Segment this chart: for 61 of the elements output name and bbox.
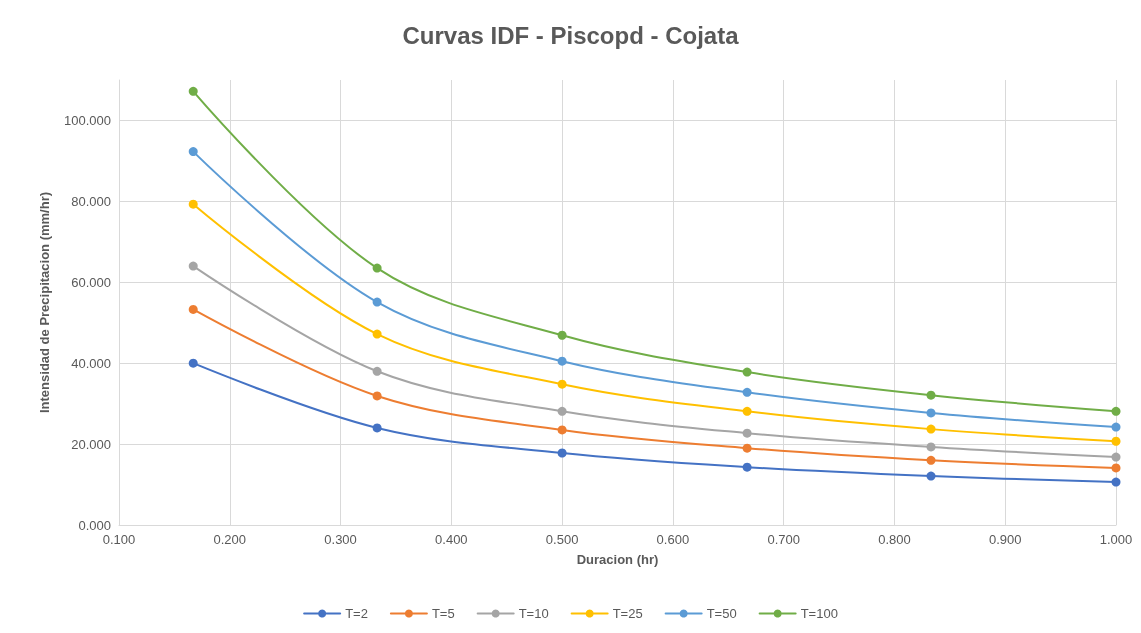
x-tick-label: 0.600 — [656, 532, 690, 547]
point — [372, 366, 382, 376]
legend-label: T=25 — [612, 606, 643, 621]
point — [372, 391, 382, 401]
point — [742, 406, 752, 416]
point — [188, 147, 198, 157]
x-tick-label: 0.200 — [213, 532, 247, 547]
point — [557, 425, 567, 435]
point — [188, 304, 198, 314]
point — [372, 263, 382, 273]
legend-label: T=50 — [706, 606, 737, 621]
point — [742, 462, 752, 472]
point — [926, 408, 936, 418]
point — [372, 297, 382, 307]
point — [188, 86, 198, 96]
x-tick-label: 1.000 — [1099, 532, 1133, 547]
x-tick-label: 0.100 — [102, 532, 136, 547]
point — [1111, 436, 1121, 446]
legend-label: T=10 — [518, 606, 549, 621]
point — [742, 367, 752, 377]
x-tick-label: 0.800 — [878, 532, 911, 547]
x-tick-label: 0.300 — [324, 532, 357, 547]
legend-label: T=100 — [800, 606, 838, 621]
point — [188, 358, 198, 368]
x-axis-title: Duracion (hr) — [576, 552, 659, 567]
point — [1111, 406, 1121, 416]
point — [926, 390, 936, 400]
y-tick-label: 40.000 — [71, 355, 111, 371]
point — [557, 406, 567, 416]
x-tick-label: 0.700 — [767, 532, 800, 547]
point — [557, 448, 567, 458]
legend-label: T=2 — [345, 606, 368, 621]
y-tick-label: 60.000 — [71, 274, 111, 290]
y-axis-title: Intensidad de Precipitacion (mm/hr) — [37, 191, 52, 414]
x-tick-label: 0.400 — [435, 532, 468, 547]
point — [1111, 477, 1121, 487]
legend-label: T=5 — [431, 606, 455, 621]
point — [742, 387, 752, 397]
y-tick-label: 100.000 — [64, 112, 111, 128]
point — [188, 261, 198, 271]
point — [926, 442, 936, 452]
y-tick-label: 20.000 — [71, 436, 111, 452]
point — [557, 330, 567, 340]
point — [557, 379, 567, 389]
y-tick-label: 0.000 — [78, 517, 111, 533]
point — [1111, 422, 1121, 432]
point — [926, 455, 936, 465]
point — [926, 471, 936, 481]
point — [926, 424, 936, 434]
point — [1111, 463, 1121, 473]
y-tick-label: 80.000 — [71, 193, 111, 209]
chart-title: Curvas IDF - Piscopd - Cojata — [402, 21, 740, 49]
point — [188, 199, 198, 209]
point — [372, 423, 382, 433]
point — [742, 443, 752, 453]
x-tick-label: 0.900 — [988, 532, 1022, 547]
x-tick-label: 0.500 — [545, 532, 579, 547]
point — [372, 329, 382, 339]
point — [557, 356, 567, 366]
point — [1111, 452, 1121, 462]
point — [742, 428, 752, 438]
